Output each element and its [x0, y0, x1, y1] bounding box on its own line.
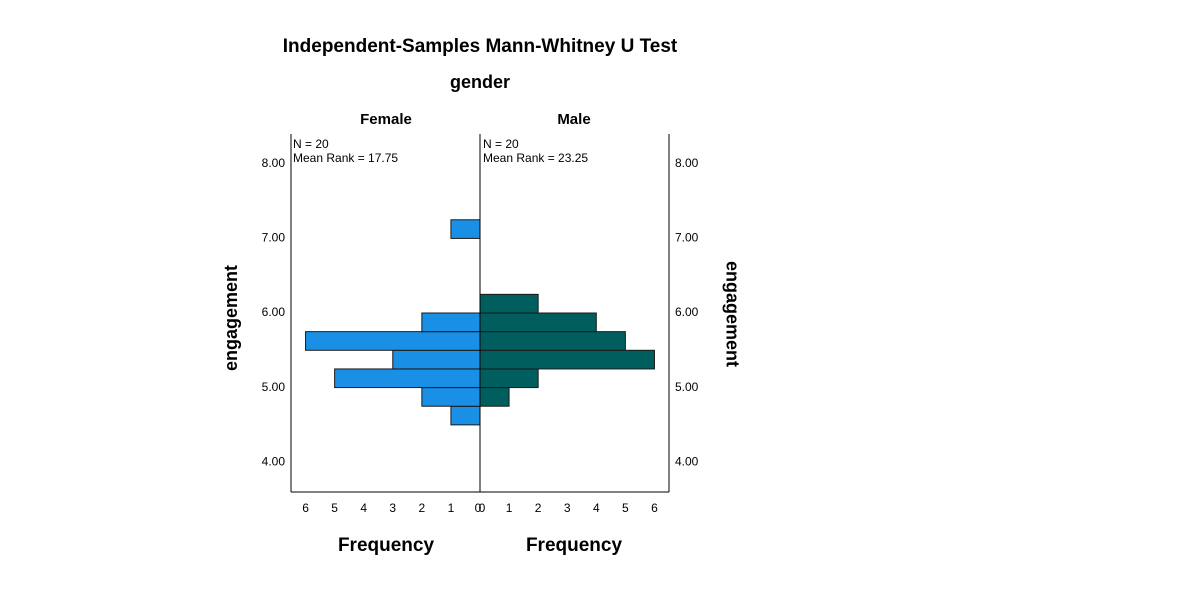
x-tick-label: 6 — [651, 501, 658, 515]
x-axis-label: Frequency — [338, 535, 435, 556]
bar — [450, 405, 481, 426]
y-tick-label-right: 4.00 — [675, 454, 699, 468]
bar — [334, 368, 481, 389]
x-tick-label: 4 — [593, 501, 600, 515]
y-tick-label: 7.00 — [262, 231, 286, 245]
bar — [421, 387, 481, 407]
x-tick-label: 5 — [331, 501, 338, 515]
x-tick-label: 3 — [389, 501, 396, 515]
bar — [479, 312, 597, 333]
y-tick-label-right: 8.00 — [675, 156, 699, 170]
bar — [479, 293, 539, 314]
x-tick-label: 4 — [360, 501, 367, 515]
x-tick-label: 2 — [535, 501, 542, 515]
annotation: N = 20 — [483, 137, 519, 151]
bar — [450, 219, 481, 239]
x-axis-label: Frequency — [526, 535, 623, 556]
x-tick-label: 0 — [475, 501, 482, 515]
annotation: N = 20 — [293, 137, 329, 151]
panel-title: Female — [360, 111, 412, 128]
y-axis-label-right: engagement — [722, 261, 742, 367]
y-tick-label-right: 6.00 — [675, 305, 699, 319]
y-tick-label: 8.00 — [262, 156, 286, 170]
bar — [392, 349, 481, 370]
x-tick-label: 0 — [479, 501, 486, 515]
x-tick-label: 1 — [506, 501, 513, 515]
y-axis-label: engagement — [221, 265, 241, 371]
annotation: Mean Rank = 17.75 — [293, 151, 398, 165]
annotation: Mean Rank = 23.25 — [483, 151, 588, 165]
x-tick-label: 6 — [302, 501, 309, 515]
chart-title: Independent-Samples Mann-Whitney U Test — [283, 36, 678, 57]
x-tick-label: 3 — [564, 501, 571, 515]
bar — [421, 312, 481, 333]
x-tick-label: 1 — [448, 501, 455, 515]
x-tick-label: 2 — [419, 501, 426, 515]
y-tick-label-right: 7.00 — [675, 231, 699, 245]
bar — [479, 368, 539, 389]
y-tick-label: 6.00 — [262, 305, 286, 319]
bar — [479, 387, 510, 407]
panel-title: Male — [557, 111, 590, 128]
bar — [479, 349, 655, 370]
bar — [479, 331, 626, 351]
y-tick-label: 5.00 — [262, 380, 286, 394]
chart-subtitle: gender — [450, 72, 510, 92]
x-tick-label: 5 — [622, 501, 629, 515]
y-tick-label: 4.00 — [262, 454, 286, 468]
bar — [305, 331, 481, 351]
y-tick-label-right: 5.00 — [675, 380, 699, 394]
